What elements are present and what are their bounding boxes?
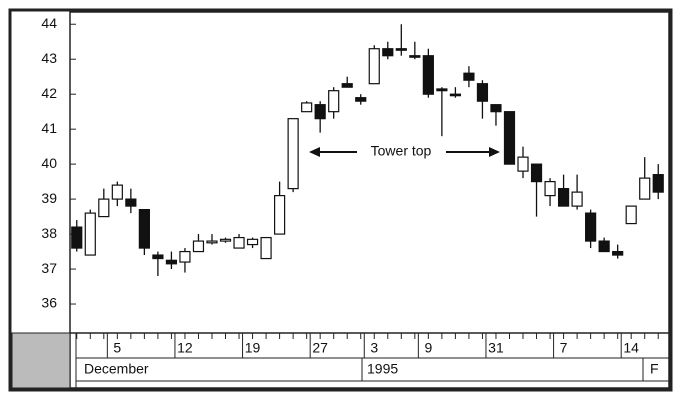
- candle-body: [274, 195, 286, 235]
- annotation-arrow: [309, 147, 500, 157]
- y-tick-label: 44: [41, 15, 57, 31]
- candle-body: [436, 88, 448, 92]
- x-tick-label: 27: [312, 340, 328, 356]
- candle-body: [179, 250, 191, 263]
- candle-body: [625, 205, 637, 225]
- x-tick-label: 14: [623, 340, 639, 356]
- y-tick-label: 38: [41, 225, 57, 241]
- candle-body: [301, 102, 313, 113]
- x-tick-label: 3: [370, 340, 378, 356]
- x-tick-label: 5: [113, 340, 121, 356]
- outer-frame: [8, 8, 673, 392]
- plot-frame: [69, 11, 670, 389]
- candle-body: [165, 259, 178, 265]
- annotation: Tower top: [371, 143, 432, 159]
- candle-body: [652, 174, 664, 193]
- x-tick-label: 31: [488, 340, 504, 356]
- candle-body: [328, 90, 340, 113]
- x-tick-label: 12: [177, 340, 193, 356]
- candle-body: [125, 198, 137, 207]
- candle-body: [138, 208, 150, 249]
- candle-body: [246, 238, 259, 246]
- candle-body: [612, 250, 624, 256]
- month-label: F: [650, 361, 659, 377]
- candle-body: [449, 93, 461, 97]
- candle-body: [314, 104, 326, 120]
- candle-body: [517, 156, 529, 172]
- candle-body: [409, 55, 421, 58]
- candle-body: [557, 188, 570, 207]
- candle-body: [260, 236, 272, 260]
- y-tick-label: 41: [41, 120, 57, 136]
- candle-body: [463, 72, 475, 81]
- candle-body: [84, 212, 96, 256]
- candle-body: [422, 55, 434, 95]
- candle-body: [192, 240, 205, 253]
- candle-body: [152, 254, 164, 260]
- y-tick-label: 42: [41, 85, 57, 101]
- candle-body: [98, 198, 110, 218]
- candle-body: [639, 177, 651, 200]
- candle-body: [355, 97, 367, 102]
- candle-body: [530, 163, 543, 183]
- x-tick-label: 9: [424, 340, 432, 356]
- y-tick-label: 36: [41, 295, 57, 311]
- y-tick-label: 43: [41, 50, 57, 66]
- corner-box: [11, 332, 71, 389]
- candle-body: [476, 83, 489, 102]
- candle-body: [71, 226, 83, 249]
- y-tick-label: 39: [41, 190, 57, 206]
- candle-body: [571, 191, 583, 207]
- candle-body: [111, 184, 123, 200]
- candle-body: [368, 48, 380, 85]
- x-tick-label: 19: [245, 340, 261, 356]
- month-label: December: [84, 361, 149, 377]
- x-tick-label: 7: [560, 340, 568, 356]
- candle-body: [341, 83, 353, 88]
- candle-body: [287, 118, 299, 190]
- candle-body: [585, 212, 597, 242]
- y-tick-label: 40: [41, 155, 57, 171]
- candle-body: [490, 104, 502, 113]
- candle-body: [219, 238, 232, 242]
- candle-body: [206, 240, 218, 244]
- candle-body: [233, 236, 245, 249]
- candle-body: [382, 48, 394, 57]
- month-label: 1995: [367, 361, 398, 377]
- candle-body: [544, 181, 556, 197]
- candle-body: [598, 240, 610, 253]
- candle-body: [503, 111, 516, 165]
- candle-body: [395, 48, 407, 51]
- y-tick-label: 37: [41, 260, 57, 276]
